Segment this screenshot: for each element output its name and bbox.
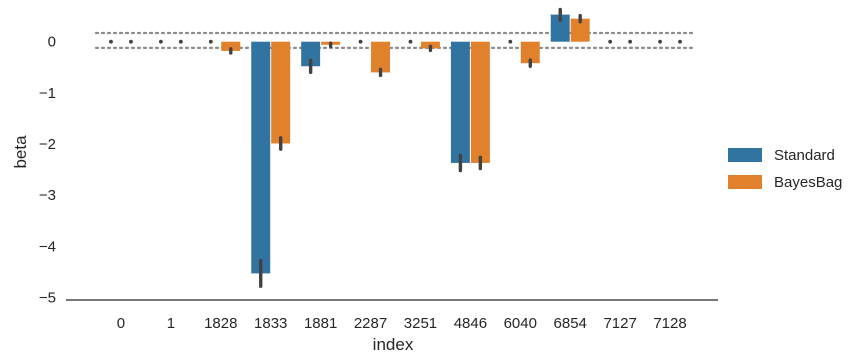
bar-bayesbag-4846 [470,41,490,163]
legend-swatch-standard [728,148,762,162]
y-tick-label: −3 [39,187,56,204]
zero-point [508,39,513,44]
x-tick-label: 1881 [304,315,337,332]
zero-point [109,39,113,44]
legend: Standard BayesBag [728,147,842,191]
zero-point [628,39,633,44]
zero-point [678,39,682,44]
x-tick-label: 7128 [653,315,686,332]
zero-point [408,39,413,44]
bar-bayesbag-1828 [221,41,241,51]
x-tick-label: 7127 [603,315,636,332]
y-tick-label: −4 [39,238,56,255]
bar-standard-6854 [550,14,570,42]
x-axis: 0 1 1828 1833 1881 2287 3251 4846 6040 6854 7127 71… [66,299,718,332]
y-axis-title: beta [11,135,30,169]
plot-area [94,7,697,288]
bar-standard-1833 [251,41,271,274]
x-axis-title: index [373,335,414,354]
legend-label-bayesbag: BayesBag [774,174,842,191]
zero-point [608,39,613,44]
x-tick-label: 1828 [204,315,237,332]
x-tick-label: 3251 [404,315,437,332]
bar-bayesbag-2287 [371,41,391,73]
x-tick-label: 1833 [254,315,287,332]
x-tick-label: 0 [117,315,125,332]
zero-point [658,39,662,44]
bar-standard-4846 [450,41,470,163]
x-tick-label: 1 [167,315,175,332]
zero-point [208,39,213,44]
bar-bayesbag-6854 [570,18,590,42]
zero-point [358,39,363,44]
y-axis: 0 −1 −2 −3 −4 −5 [39,34,56,307]
x-tick-label: 4846 [454,315,487,332]
bar-bayesbag-6040 [520,41,540,64]
x-tick-label: 2287 [354,315,387,332]
legend-label-standard: Standard [774,147,835,164]
zero-point [158,39,163,44]
y-tick-label: −1 [39,85,56,102]
bar-bayesbag-1833 [271,41,291,144]
y-tick-label: −5 [39,289,56,306]
y-tick-label: −2 [39,136,56,153]
x-tick-label: 6854 [554,315,587,332]
zero-point [129,39,133,44]
x-tick-label: 6040 [504,315,537,332]
y-tick-label: 0 [48,34,56,51]
bar-standard-1881 [301,41,321,67]
legend-swatch-bayesbag [728,175,762,189]
zero-point [178,39,183,44]
